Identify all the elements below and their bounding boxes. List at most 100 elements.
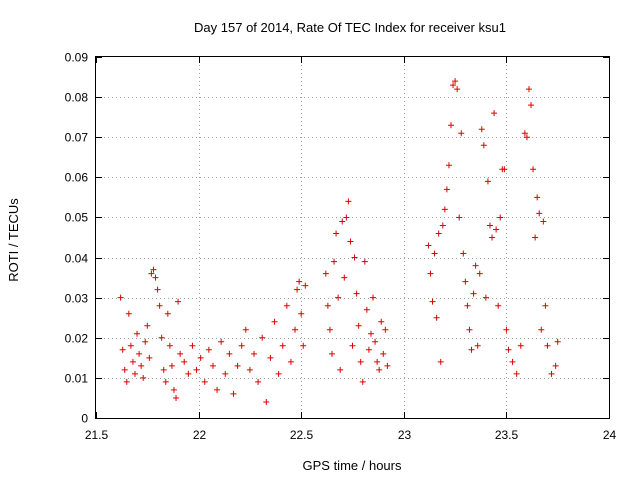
- data-point: [523, 134, 530, 141]
- data-point: [503, 326, 510, 333]
- data-point: [474, 342, 481, 349]
- data-point: [331, 258, 338, 265]
- data-point: [267, 354, 274, 361]
- data-point: [214, 386, 221, 393]
- data-point: [123, 378, 130, 385]
- y-tick-label: 0.01: [65, 372, 89, 386]
- plot-frame: [95, 56, 610, 419]
- data-point: [509, 358, 516, 365]
- data-point: [372, 338, 379, 345]
- data-point: [144, 322, 151, 329]
- y-tick-label: 0.04: [65, 252, 89, 266]
- data-point: [138, 362, 145, 369]
- data-point: [234, 362, 241, 369]
- data-point: [142, 338, 149, 345]
- data-point: [491, 110, 498, 117]
- data-point: [482, 294, 489, 301]
- data-point: [205, 346, 212, 353]
- data-point: [335, 294, 342, 301]
- x-tick-label: 24: [603, 428, 617, 442]
- data-point: [355, 322, 362, 329]
- data-point: [450, 82, 457, 89]
- data-point: [296, 278, 303, 285]
- data-point: [530, 166, 537, 173]
- data-point: [513, 370, 520, 377]
- data-point: [238, 342, 245, 349]
- data-point: [201, 378, 208, 385]
- data-point: [152, 274, 159, 281]
- data-point: [517, 342, 524, 349]
- data-point: [226, 350, 233, 357]
- x-tick-label: 23: [398, 428, 412, 442]
- data-point: [140, 374, 147, 381]
- x-tick-label: 21.5: [85, 428, 109, 442]
- data-point: [439, 222, 446, 229]
- data-point: [476, 270, 483, 277]
- y-axis-label: ROTI / TECUs: [6, 198, 21, 282]
- data-point: [480, 142, 487, 149]
- data-point: [429, 298, 436, 305]
- data-point: [382, 326, 389, 333]
- grid: [96, 57, 609, 418]
- y-tick-label: 0.02: [65, 332, 89, 346]
- x-tick-label: 23.5: [495, 428, 519, 442]
- data-point: [464, 302, 471, 309]
- data-point: [275, 370, 282, 377]
- data-point: [542, 302, 549, 309]
- data-point: [177, 350, 184, 357]
- data-point: [189, 342, 196, 349]
- data-point: [353, 290, 360, 297]
- data-point: [452, 78, 459, 85]
- data-point: [209, 362, 216, 369]
- data-point: [431, 250, 438, 257]
- data-point: [242, 326, 249, 333]
- data-point: [363, 306, 370, 313]
- data-point: [540, 218, 547, 225]
- data-point: [251, 350, 258, 357]
- data-point: [287, 358, 294, 365]
- data-point: [154, 286, 161, 293]
- data-point: [119, 346, 126, 353]
- data-point: [380, 350, 387, 357]
- data-point: [259, 334, 266, 341]
- data-point: [193, 366, 200, 373]
- y-tick-label: 0.06: [65, 171, 89, 185]
- data-point: [343, 214, 350, 221]
- data-point: [525, 86, 532, 93]
- data-point: [478, 126, 485, 133]
- data-point: [117, 294, 124, 301]
- data-point: [427, 270, 434, 277]
- data-point: [486, 222, 493, 229]
- data-point: [468, 346, 475, 353]
- data-point: [162, 378, 169, 385]
- data-point: [501, 166, 508, 173]
- data-point: [156, 302, 163, 309]
- y-tick-label: 0.03: [65, 292, 89, 306]
- data-point: [484, 178, 491, 185]
- data-point: [534, 194, 541, 201]
- x-axis-label: GPS time / hours: [303, 458, 402, 473]
- data-point: [367, 330, 374, 337]
- data-point: [470, 290, 477, 297]
- data-point: [460, 250, 467, 257]
- x-tick-label: 22.5: [290, 428, 314, 442]
- data-point: [328, 350, 335, 357]
- data-point: [168, 362, 175, 369]
- data-point: [292, 326, 299, 333]
- data-point: [554, 338, 561, 345]
- data-point: [170, 386, 177, 393]
- data-point: [339, 218, 346, 225]
- data-point: [185, 370, 192, 377]
- data-point: [279, 342, 286, 349]
- data-point: [173, 394, 180, 401]
- data-point: [374, 358, 381, 365]
- data-point: [322, 270, 329, 277]
- data-point: [129, 358, 136, 365]
- data-point: [505, 346, 512, 353]
- data-point: [441, 206, 448, 213]
- data-point: [472, 262, 479, 269]
- data-point: [230, 390, 237, 397]
- y-tick-label: 0: [81, 412, 88, 426]
- data-point: [150, 266, 157, 273]
- data-point: [283, 302, 290, 309]
